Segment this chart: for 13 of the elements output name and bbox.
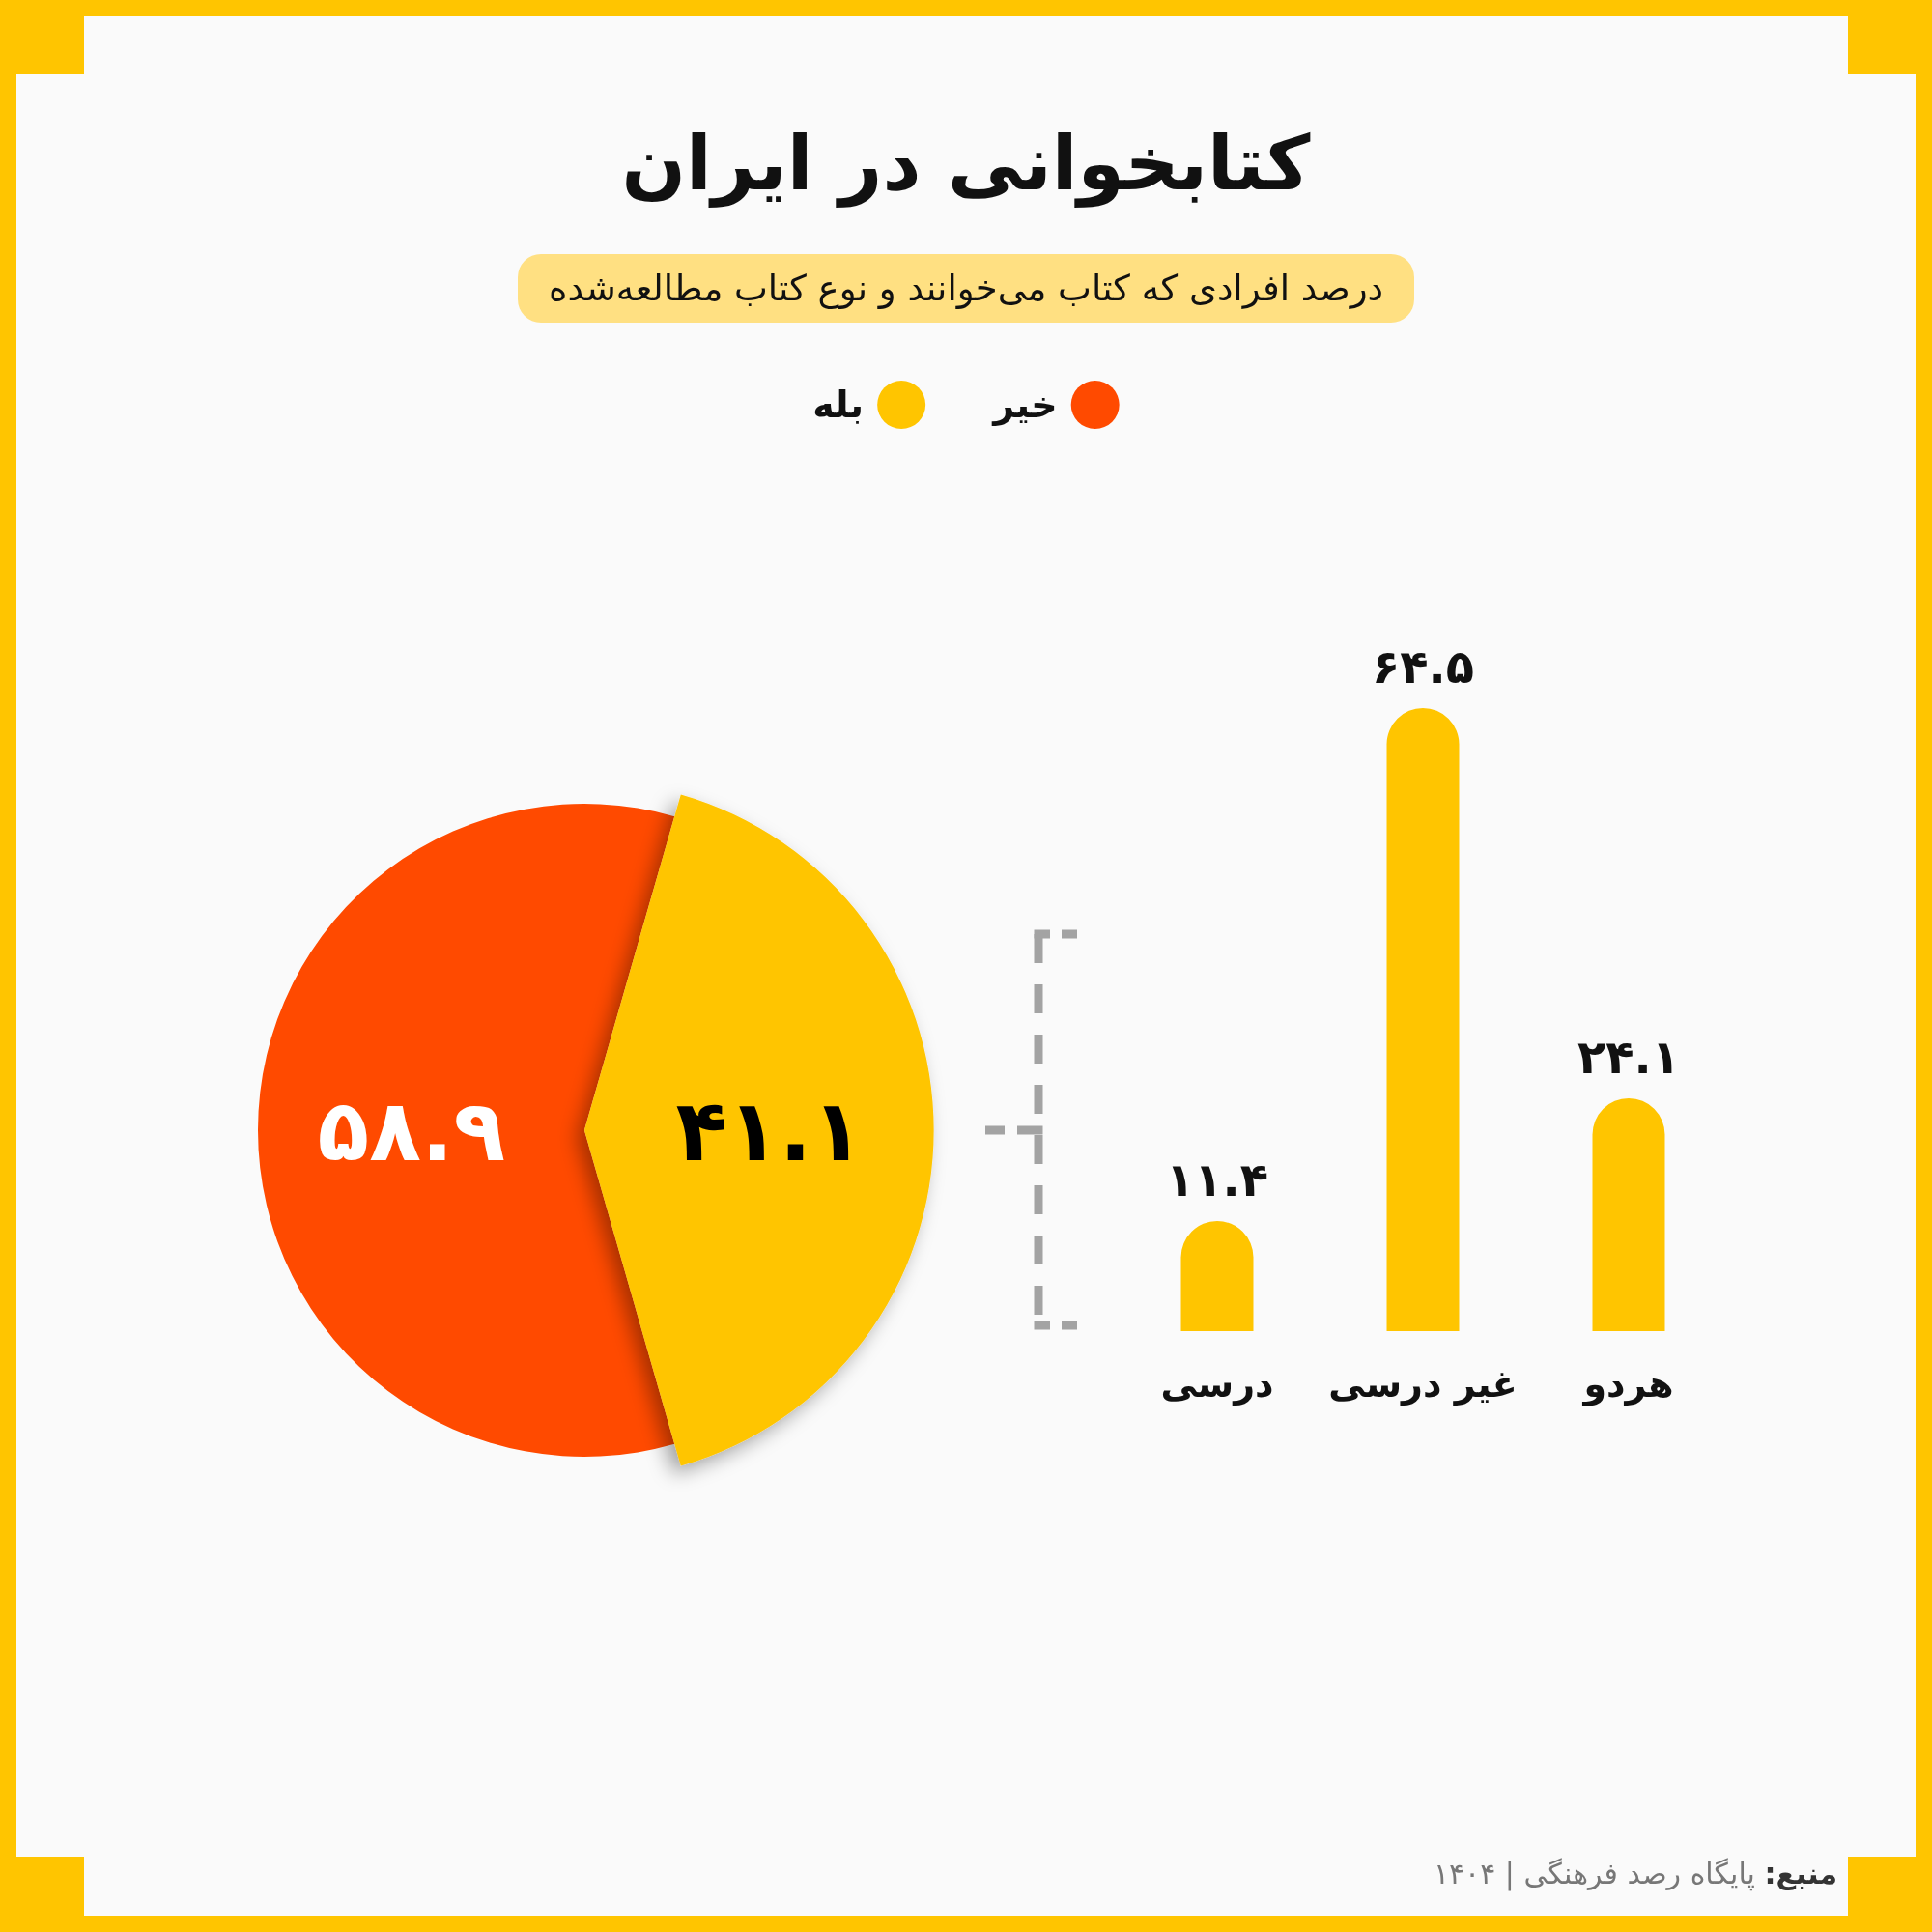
x-tick-label: درسی bbox=[1160, 1363, 1274, 1406]
x-tick-label: غیر درسی bbox=[1328, 1363, 1518, 1406]
chart-subtitle: درصد افرادی که کتاب می‌خوانند و نوع کتاب مطالعه‌شده bbox=[549, 268, 1383, 309]
x-tick-label: هردو bbox=[1581, 1363, 1674, 1406]
data-label: ۴۱.۱ bbox=[675, 1081, 864, 1180]
legend-label: بله bbox=[812, 384, 865, 426]
data-label: ۱۱.۴ bbox=[1165, 1152, 1269, 1207]
data-label: ۵۸.۹ bbox=[317, 1081, 506, 1180]
chart-title: کتابخوانی در ایران bbox=[621, 120, 1312, 208]
data-label: ۲۴.۱ bbox=[1577, 1030, 1681, 1084]
data-label: ۶۴.۵ bbox=[1371, 639, 1475, 694]
text: منبع: پایگاه رصد فرهنگی | ۱۴۰۴ bbox=[1433, 1857, 1837, 1891]
legend-label: خیر bbox=[991, 384, 1058, 426]
